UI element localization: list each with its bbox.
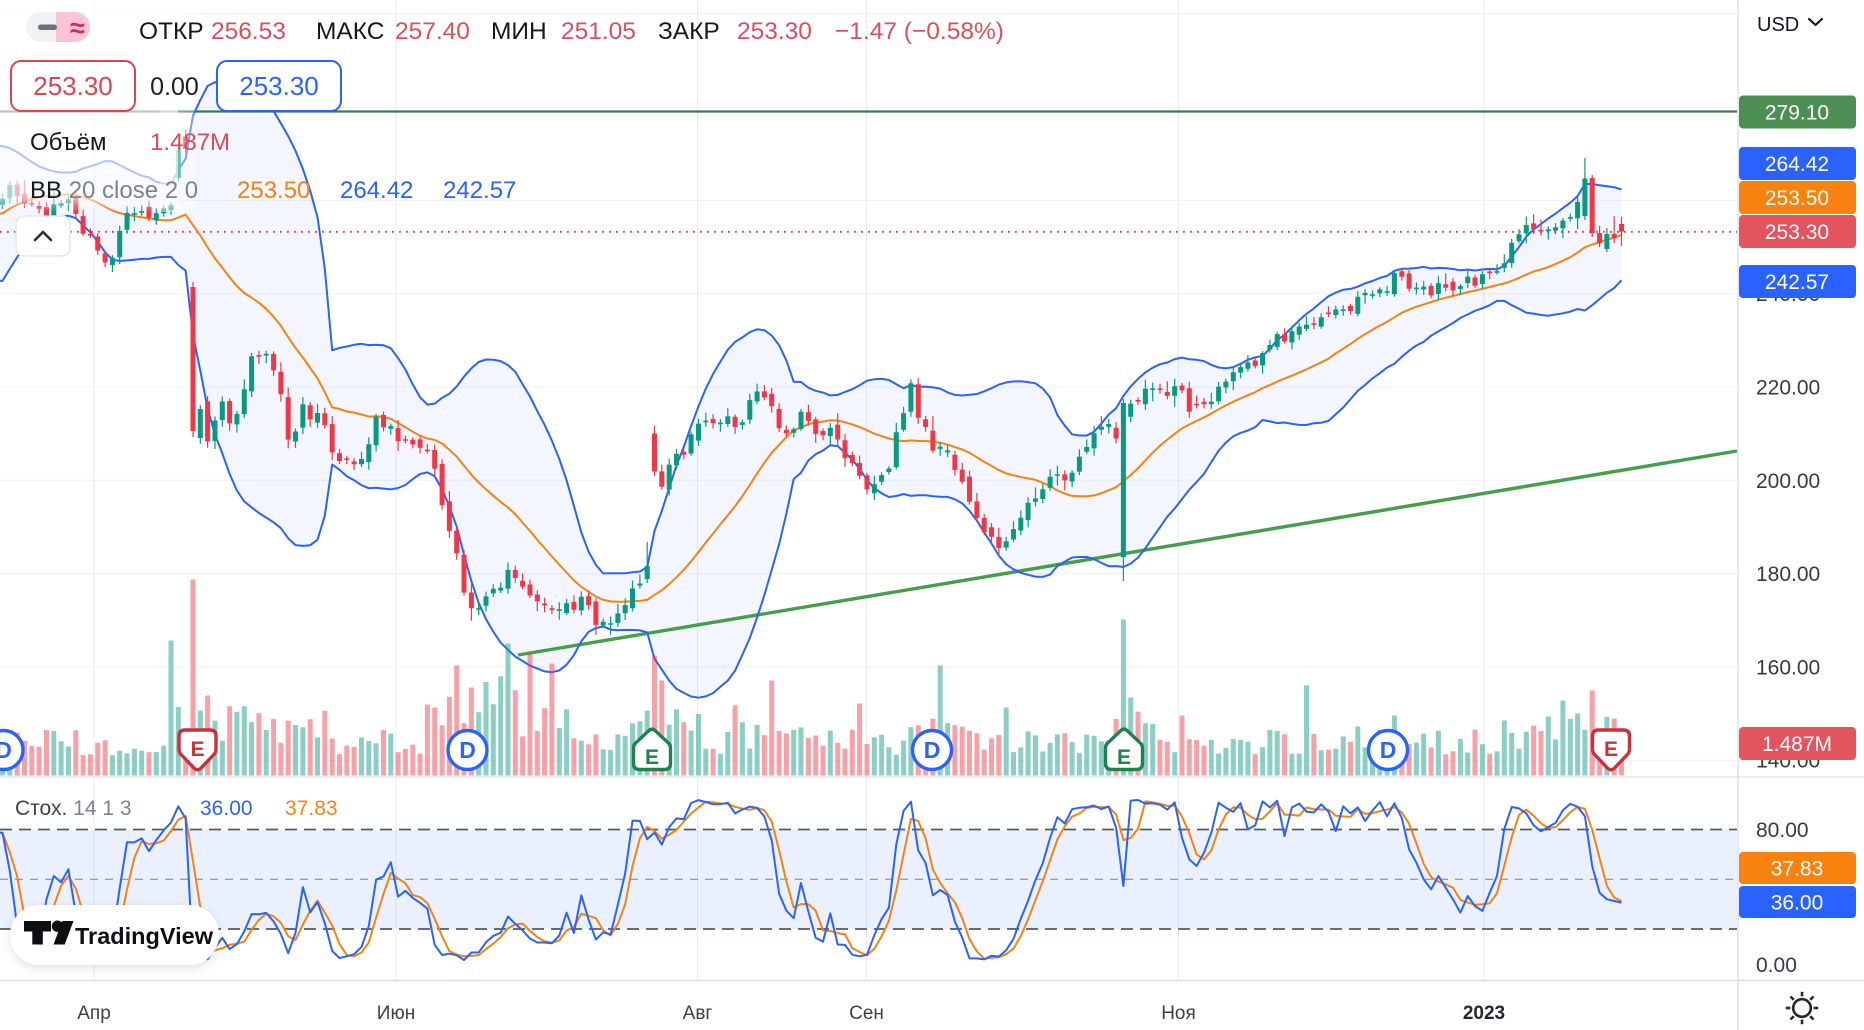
svg-text:≈: ≈ (70, 13, 85, 43)
svg-text:E: E (1117, 746, 1131, 769)
svg-text:253.30: 253.30 (33, 71, 113, 101)
svg-text:BB 20 close 2 0: BB 20 close 2 0 (30, 177, 198, 204)
svg-text:Объём: Объём (30, 129, 106, 156)
svg-text:251.05: 251.05 (561, 18, 636, 45)
svg-text:80.00: 80.00 (1756, 819, 1809, 842)
svg-text:242.57: 242.57 (443, 177, 516, 204)
svg-text:2023: 2023 (1463, 1003, 1505, 1024)
svg-text:0.00: 0.00 (150, 73, 199, 101)
svg-text:МАКС: МАКС (316, 18, 384, 45)
svg-text:180.00: 180.00 (1756, 563, 1820, 586)
svg-text:МИН: МИН (491, 18, 547, 45)
svg-text:279.10: 279.10 (1765, 102, 1829, 125)
svg-text:D: D (924, 737, 941, 763)
svg-text:242.57: 242.57 (1765, 271, 1829, 294)
svg-text:−1.47 (−0.58%): −1.47 (−0.58%) (835, 18, 1004, 45)
svg-text:257.40: 257.40 (395, 18, 470, 45)
svg-text:253.50: 253.50 (237, 177, 310, 204)
svg-text:36.00: 36.00 (1771, 892, 1824, 915)
svg-text:37.83: 37.83 (285, 797, 338, 820)
svg-text:220.00: 220.00 (1756, 377, 1820, 400)
svg-text:1.487M: 1.487M (1762, 733, 1832, 756)
svg-text:Сен: Сен (849, 1003, 884, 1024)
svg-text:D: D (0, 737, 12, 763)
svg-text:TradingView: TradingView (75, 923, 214, 949)
svg-text:0.00: 0.00 (1756, 954, 1797, 977)
svg-text:253.30: 253.30 (737, 18, 812, 45)
svg-text:264.42: 264.42 (1765, 153, 1829, 176)
svg-text:Авг: Авг (683, 1003, 713, 1024)
svg-text:USD: USD (1757, 14, 1799, 36)
svg-text:Июн: Июн (377, 1003, 415, 1024)
svg-text:D: D (459, 737, 476, 763)
svg-text:200.00: 200.00 (1756, 470, 1820, 493)
svg-text:E: E (645, 746, 659, 769)
svg-text:Апр: Апр (77, 1003, 111, 1024)
svg-text:Ноя: Ноя (1161, 1003, 1196, 1024)
svg-text:256.53: 256.53 (211, 18, 286, 45)
svg-text:Стох. 14 1 3: Стох. 14 1 3 (15, 797, 132, 820)
svg-text:ЗАКР: ЗАКР (658, 18, 720, 45)
svg-text:253.30: 253.30 (239, 71, 319, 101)
svg-text:D: D (1380, 737, 1397, 763)
svg-text:E: E (1604, 738, 1618, 761)
svg-text:160.00: 160.00 (1756, 656, 1820, 679)
svg-text:253.30: 253.30 (1765, 221, 1829, 244)
svg-text:253.50: 253.50 (1765, 187, 1829, 210)
svg-text:E: E (190, 738, 204, 761)
svg-text:36.00: 36.00 (200, 797, 253, 820)
svg-text:ОТКР: ОТКР (139, 18, 204, 45)
svg-text:264.42: 264.42 (340, 177, 413, 204)
svg-text:1.487M: 1.487M (150, 129, 230, 156)
svg-text:37.83: 37.83 (1771, 858, 1824, 881)
